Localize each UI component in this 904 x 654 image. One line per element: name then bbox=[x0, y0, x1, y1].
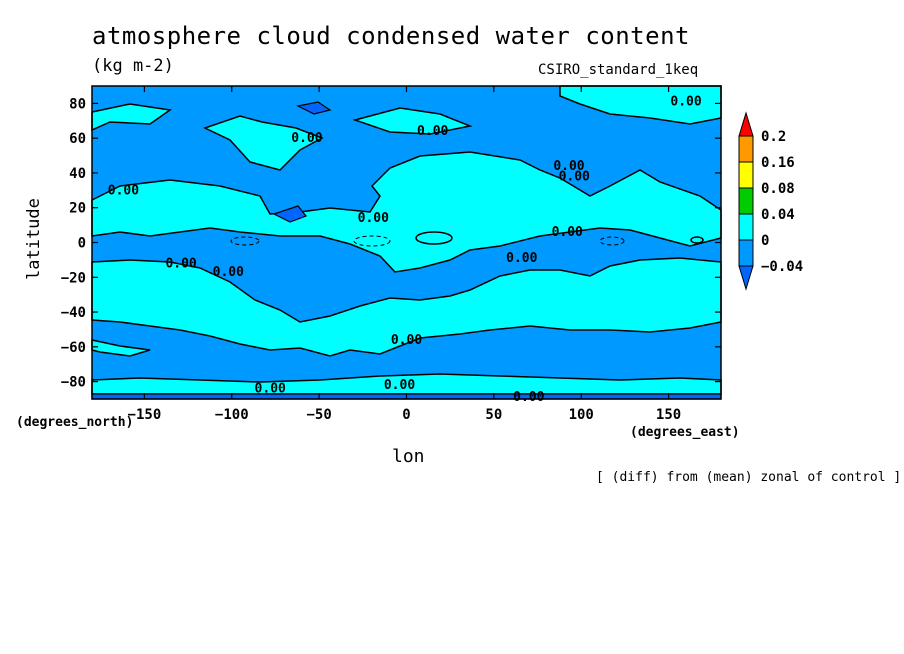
colorbar-swatch bbox=[738, 187, 754, 215]
contour-label: 0.00 bbox=[553, 159, 584, 174]
model-name: CSIRO_standard_1keq bbox=[538, 62, 699, 78]
y-axis-label: latitude bbox=[24, 198, 44, 280]
y-tick-label: 40 bbox=[69, 166, 86, 182]
colorbar-swatch bbox=[738, 161, 754, 189]
colorbar-label: 0.16 bbox=[761, 155, 795, 171]
y-tick-label: 80 bbox=[69, 96, 86, 112]
colorbar-top-arrow bbox=[738, 111, 754, 137]
x-tick-label: −150 bbox=[128, 407, 162, 423]
contour-label: 0.00 bbox=[391, 333, 422, 348]
contour-label: 0.00 bbox=[165, 256, 196, 271]
x-axis-label: lon bbox=[392, 446, 425, 467]
positive-regions bbox=[91, 85, 722, 395]
x-tick-label: 150 bbox=[656, 407, 681, 423]
y-axis-units: (degrees_north) bbox=[16, 415, 134, 430]
colorbar-label: 0.08 bbox=[761, 181, 795, 197]
x-axis-units: (degrees_east) bbox=[630, 425, 740, 440]
contour-label: 0.00 bbox=[213, 265, 244, 280]
y-tick-label: −20 bbox=[61, 270, 86, 286]
x-tick-label: 0 bbox=[402, 407, 410, 423]
contour-label: 0.00 bbox=[670, 95, 701, 110]
x-axis: −150 −100 −50 0 50 100 150 bbox=[128, 86, 681, 423]
footnote: [ (diff) from (mean) zonal of control ] bbox=[596, 470, 902, 485]
contour-label: 0.00 bbox=[255, 382, 286, 397]
x-tick-label: −50 bbox=[306, 407, 331, 423]
contour-label: 0.00 bbox=[559, 169, 590, 184]
y-tick-label: −80 bbox=[61, 375, 86, 391]
contour-label: 0.00 bbox=[358, 211, 389, 226]
colorbar-label: 0 bbox=[761, 233, 769, 249]
colorbar-bottom-arrow bbox=[738, 265, 754, 291]
colorbar-swatch bbox=[738, 239, 754, 267]
colorbar-label: 0.04 bbox=[761, 207, 795, 223]
x-tick-label: 100 bbox=[569, 407, 594, 423]
contour-label: 0.00 bbox=[384, 378, 415, 393]
contour-label: 0.00 bbox=[108, 183, 139, 198]
y-axis: 80 60 40 20 0 −20 −40 −60 −80 bbox=[61, 96, 721, 391]
contour-label: 0.00 bbox=[417, 124, 448, 139]
chart-units: (kg m-2) bbox=[92, 56, 174, 76]
colorbar: 0.2 0.16 0.08 0.04 0 −0.04 bbox=[738, 111, 803, 291]
contour-label: 0.00 bbox=[552, 225, 583, 240]
x-tick-label: −100 bbox=[215, 407, 249, 423]
contour-label: 0.00 bbox=[513, 390, 544, 405]
y-tick-label: 20 bbox=[69, 201, 86, 217]
colorbar-label: 0.2 bbox=[761, 129, 786, 145]
x-tick-label: 50 bbox=[485, 407, 502, 423]
contour-label: 0.00 bbox=[291, 131, 322, 146]
dashed-contours bbox=[230, 231, 704, 247]
y-tick-label: −40 bbox=[61, 305, 86, 321]
y-tick-label: 60 bbox=[69, 131, 86, 147]
colorbar-swatch bbox=[738, 213, 754, 241]
contour-label: 0.00 bbox=[506, 251, 537, 266]
contour-labels: 0.000.000.000.000.000.000.000.000.000.00… bbox=[108, 95, 702, 405]
chart-title: atmosphere cloud condensed water content bbox=[92, 22, 690, 50]
colorbar-swatch bbox=[738, 135, 754, 163]
y-tick-label: −60 bbox=[61, 340, 86, 356]
y-tick-label: 0 bbox=[78, 236, 86, 252]
colorbar-label: −0.04 bbox=[761, 259, 803, 275]
